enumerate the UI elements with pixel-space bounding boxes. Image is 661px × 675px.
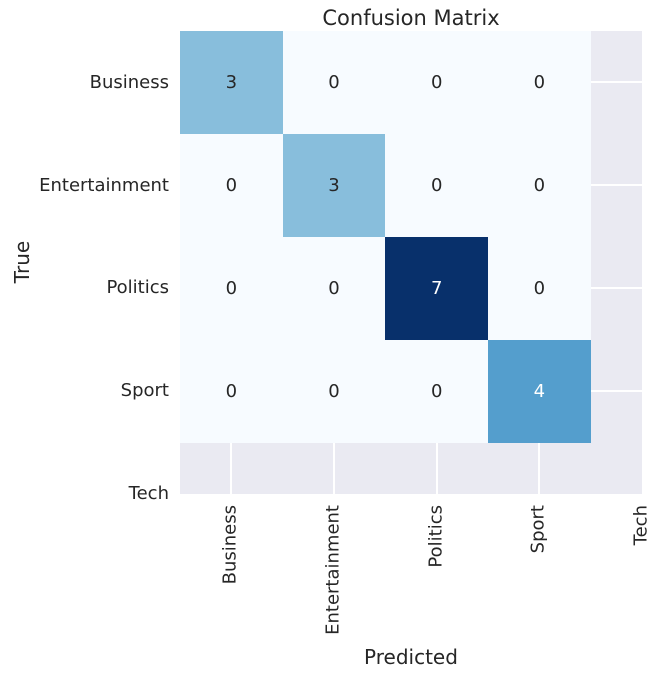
- y-axis-label: True: [10, 240, 34, 284]
- ytick-entertainment: Entertainment: [39, 175, 169, 197]
- xtick-sport: Sport: [527, 505, 549, 554]
- heatmap-cell: 4: [488, 339, 591, 443]
- heatmap-cell: 3: [180, 31, 283, 134]
- heatmap-cell: 0: [180, 133, 283, 237]
- heatmap-cell: 0: [385, 133, 489, 237]
- heatmap-grid: 3 0 0 0 0 3 0 0 0 0 7 0 0 0 0 4: [180, 31, 591, 443]
- x-axis-label: Predicted: [364, 645, 458, 669]
- xtick-tech: Tech: [630, 505, 652, 546]
- heatmap-cell: 0: [282, 236, 386, 340]
- heatmap-cell: 3: [282, 133, 386, 237]
- heatmap-cell: 0: [180, 339, 283, 443]
- heatmap-cell: 0: [282, 31, 386, 134]
- heatmap-cell: 0: [282, 339, 386, 443]
- xtick-politics-label: Politics: [425, 505, 447, 568]
- heatmap-cell: 0: [180, 236, 283, 340]
- heatmap-axes: 3 0 0 0 0 3 0 0 0 0 7 0 0 0 0 4: [180, 31, 642, 494]
- xtick-business-label: Business: [219, 505, 241, 585]
- heatmap-cell: 0: [385, 339, 489, 443]
- chart-title: Confusion Matrix: [322, 6, 500, 30]
- heatmap-cell: 0: [385, 31, 489, 134]
- heatmap-cell: 0: [488, 31, 591, 134]
- xtick-sport-label: Sport: [527, 505, 549, 554]
- xtick-politics: Politics: [425, 505, 447, 568]
- xtick-business: Business: [219, 505, 241, 585]
- ytick-business: Business: [89, 72, 169, 94]
- heatmap-cell: 0: [488, 133, 591, 237]
- heatmap-cell: 0: [488, 236, 591, 340]
- xtick-entertainment-label: Entertainment: [322, 505, 344, 635]
- ytick-sport: Sport: [120, 380, 169, 402]
- xtick-entertainment: Entertainment: [322, 505, 344, 635]
- ytick-politics: Politics: [106, 277, 169, 299]
- y-axis-label-text: True: [10, 240, 34, 284]
- xtick-tech-label: Tech: [630, 505, 652, 546]
- ytick-tech: Tech: [128, 483, 169, 505]
- heatmap-cell: 7: [385, 236, 489, 340]
